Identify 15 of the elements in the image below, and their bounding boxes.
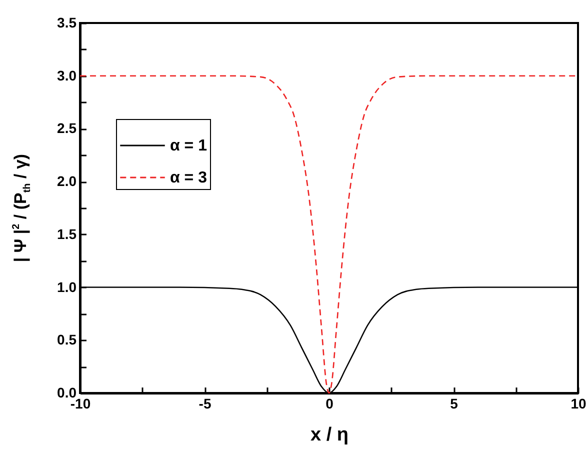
x-tick-label: 5 [450,396,458,412]
y-tick-label: 2.0 [57,173,77,190]
y-tick-label: 3.0 [57,67,77,84]
y-tick-label: 0.5 [57,332,77,348]
y-tick-label: 2.5 [57,120,77,136]
y-tick-label: 3.5 [57,14,77,30]
x-tick-label: 10 [570,396,586,412]
y-tick-label: 0.0 [57,384,77,400]
x-axis-title: x / η [310,424,349,446]
legend-label: α = 1 [170,138,208,154]
legend-label: α = 3 [170,170,208,186]
y-tick-label: 1.0 [57,278,77,295]
y-tick-label: 1.5 [57,226,77,242]
x-tick-label: -5 [198,396,212,412]
x-tick-label: 0 [326,396,334,412]
